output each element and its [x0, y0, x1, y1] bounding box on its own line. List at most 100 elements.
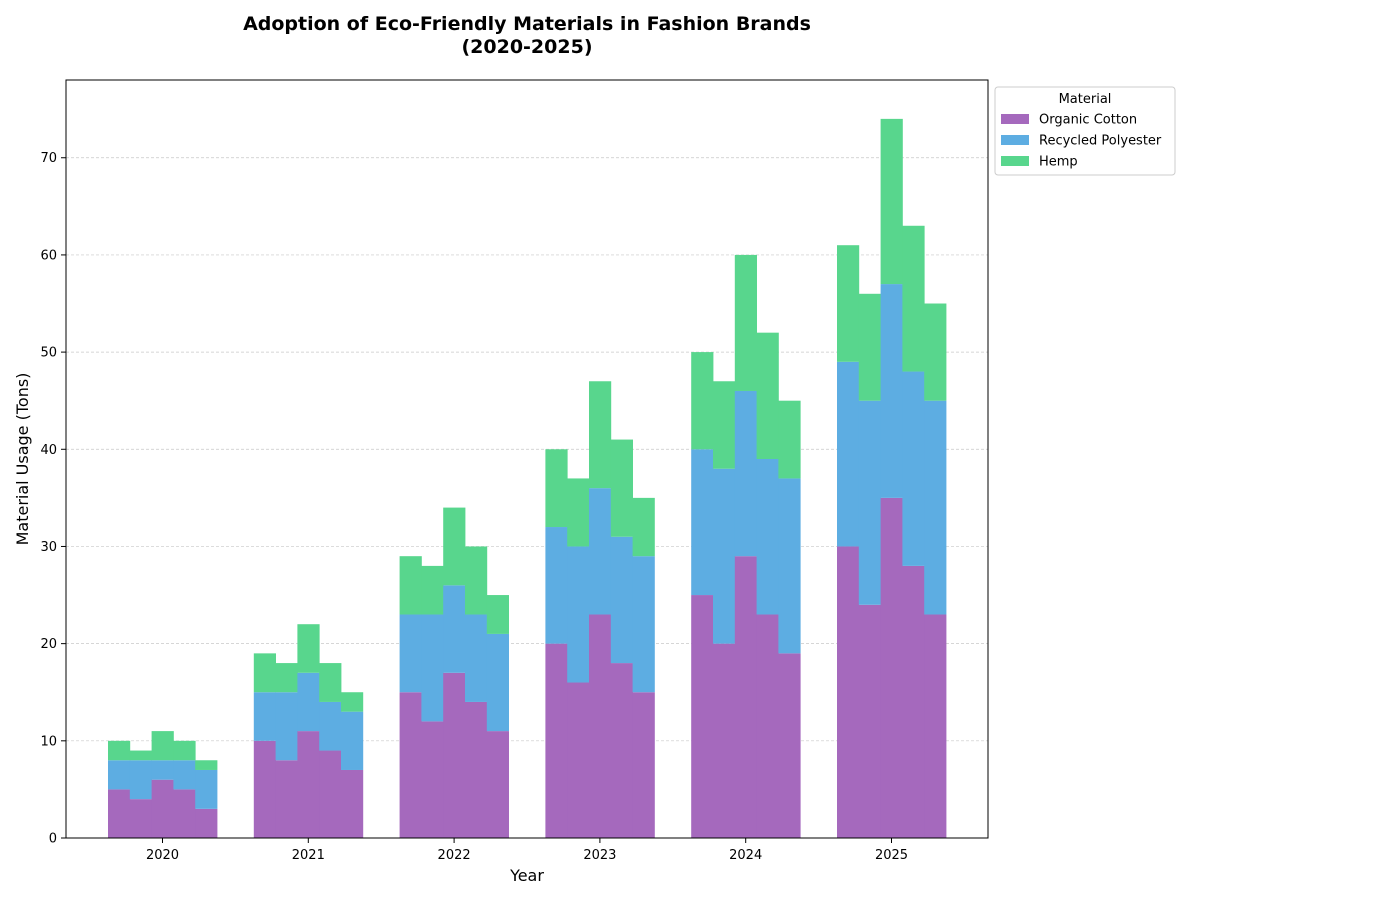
y-tick-label: 50: [40, 346, 57, 361]
bar-segment: [691, 352, 714, 450]
bar-segment: [443, 507, 466, 586]
bar-segment: [129, 750, 152, 761]
bar-segment: [837, 546, 860, 838]
bars: [108, 118, 947, 838]
x-tick-label: 2021: [292, 848, 325, 863]
y-tick-label: 40: [40, 443, 57, 458]
x-tick-label: 2023: [583, 848, 616, 863]
bar-segment: [275, 663, 298, 693]
bar-segment: [734, 556, 757, 838]
bar-segment: [545, 449, 568, 528]
bar-segment: [151, 760, 174, 780]
bar-segment: [610, 663, 633, 838]
legend-swatch: [1001, 114, 1029, 124]
bar-segment: [129, 799, 152, 838]
bar-segment: [486, 633, 509, 732]
y-tick-label: 60: [40, 248, 57, 263]
legend: Material Organic Cotton Recycled Polyeste…: [994, 86, 1176, 176]
bar-segment: [253, 692, 276, 741]
bar-segment: [567, 478, 590, 547]
bar-segment: [610, 536, 633, 664]
bar-segment: [778, 400, 801, 479]
x-tick-label: 2024: [729, 848, 762, 863]
bar-segment: [902, 565, 925, 838]
y-tick-label: 70: [40, 151, 57, 166]
bar-segment: [734, 390, 757, 557]
y-tick-label: 0: [49, 832, 57, 847]
bar-segment: [465, 546, 488, 615]
bar-segment: [880, 497, 903, 838]
bar-segment: [108, 789, 131, 838]
chart-title-line-1: Adoption of Eco-Friendly Materials in Fa…: [243, 13, 811, 35]
bar-segment: [545, 643, 568, 838]
bar-segment: [421, 721, 444, 838]
bar-segment: [902, 225, 925, 372]
bar-segment: [173, 740, 196, 761]
legend-label: Organic Cotton: [1039, 113, 1137, 128]
y-tick-label: 10: [40, 734, 57, 749]
bar-segment: [632, 497, 655, 557]
bar-segment: [713, 468, 736, 644]
bar-segment: [443, 585, 466, 673]
bar-segment: [297, 672, 320, 732]
plot-frame: [65, 79, 989, 839]
bar-segment: [151, 731, 174, 761]
bar-segment: [465, 614, 488, 702]
bar-segment: [880, 284, 903, 498]
chart-title-line-2: (2020-2025): [461, 36, 592, 58]
bar-segment: [253, 653, 276, 693]
bar-segment: [421, 565, 444, 615]
bar-segment: [297, 731, 320, 838]
bar-segment: [341, 692, 364, 712]
legend-title: Material: [1059, 92, 1112, 107]
bar-segment: [319, 663, 342, 702]
bar-segment: [486, 731, 509, 838]
bar-segment: [421, 614, 444, 722]
bar-segment: [778, 478, 801, 654]
bar-segment: [756, 332, 779, 459]
bar-segment: [589, 381, 612, 489]
bar-segment: [778, 653, 801, 838]
bar-segment: [691, 595, 714, 838]
bar-segment: [151, 779, 174, 838]
bar-segment: [632, 692, 655, 838]
bar-segment: [858, 293, 881, 401]
bar-segment: [465, 701, 488, 838]
x-tick-label: 2025: [875, 848, 908, 863]
bar-segment: [880, 118, 903, 285]
bar-segment: [195, 760, 218, 770]
bar-segment: [173, 760, 196, 790]
y-tick-label: 30: [40, 540, 57, 555]
y-axis: 0 10 20 30 40 50 60 70: [40, 151, 66, 847]
bar-segment: [924, 614, 947, 838]
bar-segment: [713, 381, 736, 469]
bar-segment: [924, 303, 947, 401]
legend-swatch: [1001, 156, 1029, 166]
bar-segment: [195, 769, 218, 809]
x-axis: 2020 2021 2022 2023 2024 2025: [146, 838, 908, 863]
bar-segment: [713, 643, 736, 838]
bar-segment: [589, 488, 612, 615]
bar-segment: [756, 614, 779, 838]
bar-segment: [567, 682, 590, 838]
bar-segment: [486, 595, 509, 634]
bar-segment: [734, 254, 757, 391]
bar-segment: [297, 624, 320, 673]
bar-segment: [399, 692, 422, 838]
bar-segment: [545, 527, 568, 644]
bar-segment: [129, 760, 152, 800]
bar-segment: [399, 556, 422, 615]
legend-label: Hemp: [1039, 155, 1078, 170]
bar-segment: [837, 361, 860, 547]
bar-segment: [253, 740, 276, 838]
bar-segment: [691, 449, 714, 596]
x-axis-label: Year: [509, 866, 544, 885]
bar-segment: [275, 692, 298, 761]
bar-segment: [275, 760, 298, 838]
bar-segment: [837, 245, 860, 362]
bar-segment: [319, 701, 342, 751]
bar-segment: [443, 672, 466, 838]
bar-segment: [341, 769, 364, 838]
bar-segment: [108, 760, 131, 790]
